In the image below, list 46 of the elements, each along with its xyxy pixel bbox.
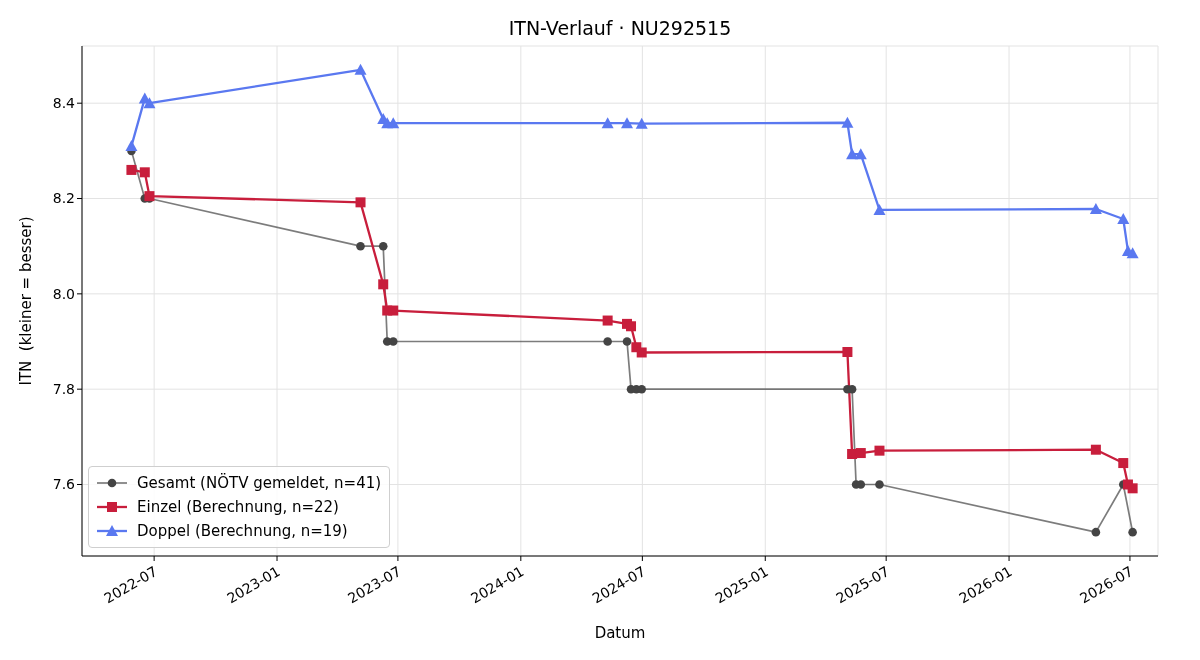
point	[1090, 444, 1101, 455]
point	[355, 197, 366, 208]
point	[1089, 203, 1102, 215]
point	[601, 117, 614, 129]
y-tick-label: 7.8	[52, 381, 75, 398]
point	[1118, 458, 1129, 469]
point	[873, 203, 886, 215]
legend-label: Gesamt (NÖTV gemeldet, n=41)	[137, 474, 382, 492]
point	[875, 480, 884, 489]
y-tick-label: 7.6	[52, 476, 76, 493]
point	[1091, 527, 1101, 537]
point	[1127, 483, 1138, 494]
point	[378, 279, 389, 290]
point	[635, 117, 648, 129]
point	[126, 164, 137, 175]
y-tick-label: 8.0	[52, 285, 75, 302]
point	[1128, 527, 1137, 537]
y-tick-label: 8.2	[52, 190, 75, 207]
legend-label: Doppel (Berechnung, n=19)	[137, 522, 348, 540]
point	[854, 148, 867, 160]
point	[387, 117, 400, 129]
legend-label: Einzel (Berechnung, n=22)	[137, 498, 339, 516]
point	[354, 63, 367, 75]
point	[626, 321, 637, 332]
point	[139, 167, 150, 178]
y-axis-title: ITN (kleiner = besser)	[17, 216, 35, 386]
point	[602, 315, 613, 326]
point	[143, 97, 156, 109]
point	[603, 337, 612, 346]
point	[842, 347, 853, 357]
point	[874, 445, 885, 456]
point	[621, 117, 634, 129]
point	[847, 449, 858, 459]
point	[388, 305, 399, 316]
point	[378, 241, 388, 251]
point	[356, 241, 365, 251]
point	[636, 347, 647, 358]
point	[622, 337, 632, 346]
chart-title: ITN-Verlauf · NU292515	[507, 16, 733, 40]
point	[1126, 247, 1139, 259]
point	[1117, 213, 1130, 225]
point	[125, 140, 138, 152]
point	[855, 448, 866, 459]
y-tick-label: 8.4	[52, 95, 76, 112]
x-axis-title: Datum	[594, 624, 646, 642]
point	[841, 116, 854, 128]
